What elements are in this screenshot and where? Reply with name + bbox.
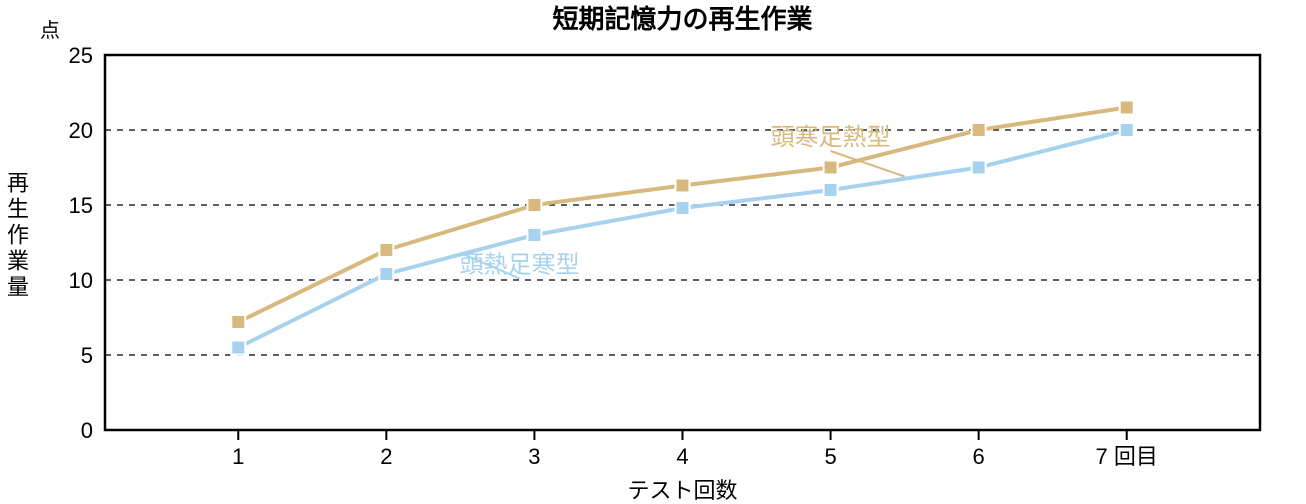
series-line xyxy=(238,130,1126,348)
y-axis-label-char: 作 xyxy=(7,223,29,248)
x-tick-label: 2 xyxy=(380,444,392,469)
series-marker xyxy=(824,161,838,175)
x-axis-label: テスト回数 xyxy=(627,478,737,503)
series-marker xyxy=(1120,123,1134,137)
series-marker xyxy=(379,267,393,281)
series-marker xyxy=(824,183,838,197)
x-tick-label: 4 xyxy=(676,444,688,469)
y-tick-label: 15 xyxy=(69,193,93,218)
chart-container: 短期記憶力の再生作業点再生作業量 0 5 10 15 20 25 1 2 3 4 5 6 7 回目テスト回… xyxy=(0,0,1306,504)
y-axis-label-char: 業 xyxy=(7,249,29,274)
x-tick-label: 7 回目 xyxy=(1096,444,1158,469)
series-marker xyxy=(676,179,690,193)
series-marker xyxy=(527,228,541,242)
series-marker xyxy=(1120,101,1134,115)
x-tick-label: 1 xyxy=(232,444,244,469)
series-marker xyxy=(972,123,986,137)
line-chart: 短期記憶力の再生作業点再生作業量 0 5 10 15 20 25 1 2 3 4 5 6 7 回目テスト回… xyxy=(0,0,1306,504)
series-marker xyxy=(231,341,245,355)
x-tick-label: 3 xyxy=(528,444,540,469)
y-axis-label-char: 再 xyxy=(7,171,29,196)
series-marker xyxy=(231,315,245,329)
y-tick-label: 20 xyxy=(69,118,93,143)
x-tick-label: 5 xyxy=(824,444,836,469)
series-marker xyxy=(527,198,541,212)
series-marker xyxy=(972,161,986,175)
series-marker xyxy=(676,201,690,215)
chart-title: 短期記憶力の再生作業 xyxy=(552,4,812,34)
y-unit-label: 点 xyxy=(40,19,60,42)
x-tick-label: 6 xyxy=(973,444,985,469)
y-axis-label-char: 生 xyxy=(7,197,29,222)
series-label: 頭熱足寒型 xyxy=(460,252,580,279)
y-tick-label: 0 xyxy=(81,418,93,443)
plot-border xyxy=(105,55,1260,430)
series-label: 頭寒足熱型 xyxy=(771,124,891,151)
y-tick-label: 5 xyxy=(81,343,93,368)
series-marker xyxy=(379,243,393,257)
y-tick-label: 10 xyxy=(69,268,93,293)
y-axis-label-char: 量 xyxy=(7,275,29,300)
y-tick-label: 25 xyxy=(69,43,93,68)
